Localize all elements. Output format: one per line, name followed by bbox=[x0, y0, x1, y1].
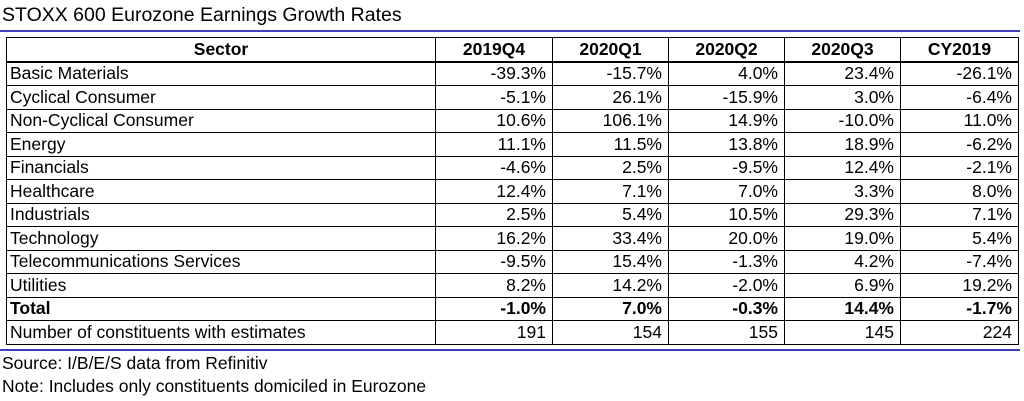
value-cell: 3.3% bbox=[784, 179, 901, 204]
value-cell: 2.5% bbox=[435, 202, 553, 227]
table-title: STOXX 600 Eurozone Earnings Growth Rates bbox=[2, 4, 402, 26]
value-cell: 2.5% bbox=[552, 155, 669, 180]
value-cell: 12.4% bbox=[784, 155, 901, 180]
value-cell: 19.0% bbox=[784, 226, 901, 251]
value-cell: -0.3% bbox=[668, 296, 785, 321]
value-cell: 14.2% bbox=[552, 273, 669, 298]
value-cell: -15.7% bbox=[552, 61, 669, 86]
title-rule bbox=[0, 30, 1020, 32]
value-cell: 11.5% bbox=[552, 132, 669, 157]
sector-name-cell: Non-Cyclical Consumer bbox=[6, 108, 436, 133]
value-cell: -1.7% bbox=[900, 296, 1019, 321]
table-row: Telecommunications Services -9.5% 15.4% -1.… bbox=[6, 249, 1019, 274]
table-row: Total -1.0% 7.0% -0.3% 14.4% -1.7% bbox=[6, 296, 1019, 321]
value-cell: -6.4% bbox=[900, 85, 1019, 110]
header-cy2019: CY2019 bbox=[900, 37, 1019, 63]
table-row: Utilities 8.2% 14.2% -2.0% 6.9% 19.2% bbox=[6, 273, 1019, 298]
value-cell: -2.1% bbox=[900, 155, 1019, 180]
value-cell: 106.1% bbox=[552, 108, 669, 133]
value-cell: -15.9% bbox=[668, 85, 785, 110]
table-row: Industrials 2.5% 5.4% 10.5% 29.3% 7.1% bbox=[6, 202, 1019, 227]
value-cell: 191 bbox=[435, 320, 553, 345]
table-row: Number of constituents with estimates 191… bbox=[6, 320, 1019, 345]
footnote: Note: Includes only constituents domicil… bbox=[2, 376, 427, 396]
value-cell: 20.0% bbox=[668, 226, 785, 251]
value-cell: 12.4% bbox=[435, 179, 553, 204]
value-cell: 11.0% bbox=[900, 108, 1019, 133]
value-cell: 7.0% bbox=[668, 179, 785, 204]
value-cell: 3.0% bbox=[784, 85, 901, 110]
value-cell: 13.8% bbox=[668, 132, 785, 157]
table-row: Technology 16.2% 33.4% 20.0% 19.0% 5.4% bbox=[6, 226, 1019, 251]
value-cell: -10.0% bbox=[784, 108, 901, 133]
value-cell: 4.0% bbox=[668, 61, 785, 86]
value-cell: -9.5% bbox=[435, 249, 553, 274]
header-2020q3: 2020Q3 bbox=[784, 37, 901, 63]
table-row: Healthcare 12.4% 7.1% 7.0% 3.3% 8.0% bbox=[6, 179, 1019, 204]
sector-name-cell: Telecommunications Services bbox=[6, 249, 436, 274]
header-2019q4: 2019Q4 bbox=[435, 37, 553, 63]
header-sector: Sector bbox=[6, 37, 436, 63]
earnings-growth-table: Sector 2019Q4 2020Q1 2020Q2 2020Q3 CY201… bbox=[6, 37, 1019, 345]
source-note: Source: I/B/E/S data from Refinitiv bbox=[2, 353, 268, 373]
value-cell: -9.5% bbox=[668, 155, 785, 180]
value-cell: -1.0% bbox=[435, 296, 553, 321]
sector-name-cell: Financials bbox=[6, 155, 436, 180]
value-cell: 16.2% bbox=[435, 226, 553, 251]
table-row: Non-Cyclical Consumer 10.6% 106.1% 14.9% -10… bbox=[6, 108, 1019, 133]
value-cell: 7.1% bbox=[900, 202, 1019, 227]
sector-name-cell: Healthcare bbox=[6, 179, 436, 204]
value-cell: 19.2% bbox=[900, 273, 1019, 298]
value-cell: 154 bbox=[552, 320, 669, 345]
sector-name-cell: Cyclical Consumer bbox=[6, 85, 436, 110]
value-cell: -6.2% bbox=[900, 132, 1019, 157]
value-cell: 145 bbox=[784, 320, 901, 345]
value-cell: 18.9% bbox=[784, 132, 901, 157]
value-cell: 10.6% bbox=[435, 108, 553, 133]
table-row: Energy 11.1% 11.5% 13.8% 18.9% -6.2% bbox=[6, 132, 1019, 157]
value-cell: 14.9% bbox=[668, 108, 785, 133]
table-row: Cyclical Consumer -5.1% 26.1% -15.9% 3.0% -6.… bbox=[6, 85, 1019, 110]
value-cell: 26.1% bbox=[552, 85, 669, 110]
value-cell: -2.0% bbox=[668, 273, 785, 298]
value-cell: 8.0% bbox=[900, 179, 1019, 204]
value-cell: 23.4% bbox=[784, 61, 901, 86]
sector-name-cell: Total bbox=[6, 296, 436, 321]
sector-name-cell: Utilities bbox=[6, 273, 436, 298]
sector-name-cell: Industrials bbox=[6, 202, 436, 227]
value-cell: 7.0% bbox=[552, 296, 669, 321]
value-cell: 14.4% bbox=[784, 296, 901, 321]
header-2020q1: 2020Q1 bbox=[552, 37, 669, 63]
header-2020q2: 2020Q2 bbox=[668, 37, 785, 63]
footer-rule bbox=[0, 349, 1020, 351]
value-cell: 5.4% bbox=[552, 202, 669, 227]
sector-name-cell: Basic Materials bbox=[6, 61, 436, 86]
value-cell: 5.4% bbox=[900, 226, 1019, 251]
table-row: Basic Materials -39.3% -15.7% 4.0% 23.4% -26.… bbox=[6, 61, 1019, 86]
value-cell: 8.2% bbox=[435, 273, 553, 298]
value-cell: 10.5% bbox=[668, 202, 785, 227]
value-cell: -39.3% bbox=[435, 61, 553, 86]
value-cell: 6.9% bbox=[784, 273, 901, 298]
value-cell: -1.3% bbox=[668, 249, 785, 274]
value-cell: 155 bbox=[668, 320, 785, 345]
sector-name-cell: Technology bbox=[6, 226, 436, 251]
value-cell: 224 bbox=[900, 320, 1019, 345]
value-cell: -26.1% bbox=[900, 61, 1019, 86]
value-cell: -7.4% bbox=[900, 249, 1019, 274]
header-row: Sector 2019Q4 2020Q1 2020Q2 2020Q3 CY201… bbox=[6, 37, 1019, 63]
table-row: Financials -4.6% 2.5% -9.5% 12.4% -2.1% bbox=[6, 155, 1019, 180]
sector-name-cell: Number of constituents with estimates bbox=[6, 320, 436, 345]
value-cell: -4.6% bbox=[435, 155, 553, 180]
value-cell: 7.1% bbox=[552, 179, 669, 204]
value-cell: -5.1% bbox=[435, 85, 553, 110]
value-cell: 11.1% bbox=[435, 132, 553, 157]
value-cell: 29.3% bbox=[784, 202, 901, 227]
sector-name-cell: Energy bbox=[6, 132, 436, 157]
value-cell: 33.4% bbox=[552, 226, 669, 251]
value-cell: 4.2% bbox=[784, 249, 901, 274]
value-cell: 15.4% bbox=[552, 249, 669, 274]
